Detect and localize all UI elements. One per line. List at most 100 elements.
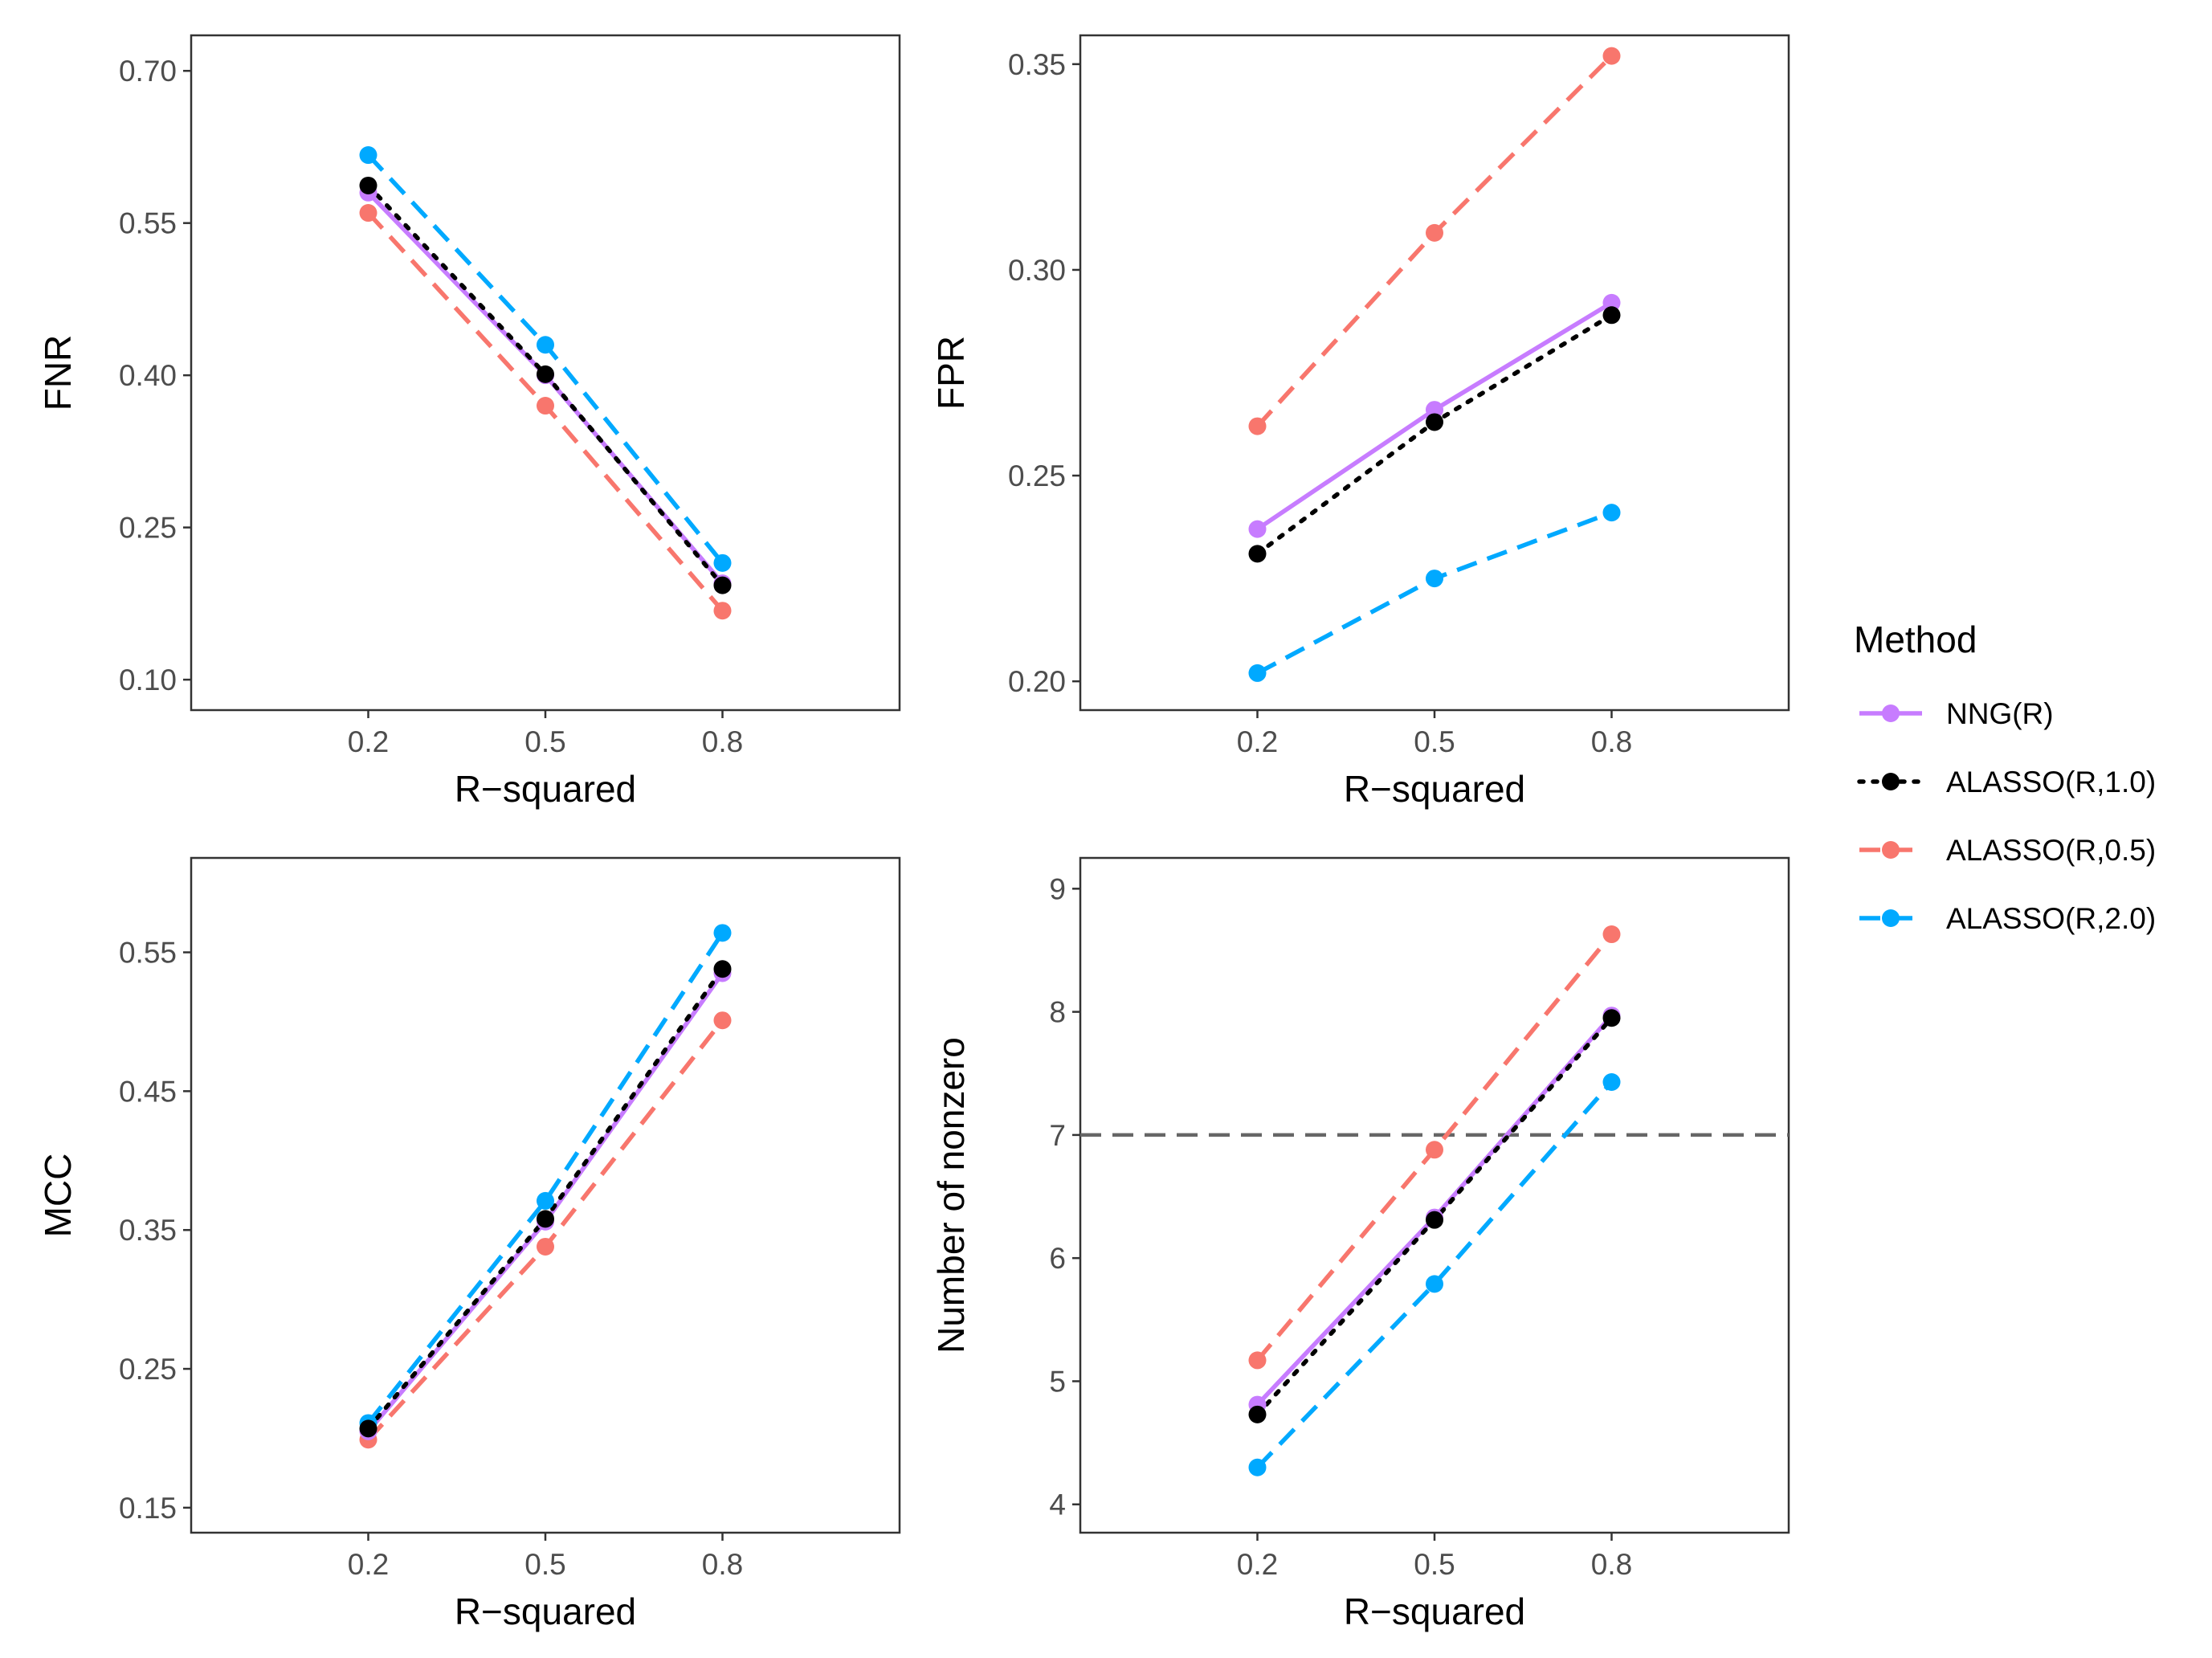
- data-point: [359, 204, 378, 223]
- y-tick-label: 0.25: [119, 512, 177, 545]
- data-point: [359, 146, 378, 165]
- legend-item: ALASSO(R,2.0): [1859, 902, 2156, 935]
- data-point: [537, 365, 554, 383]
- data-point: [1426, 413, 1443, 431]
- y-tick-label: 0.20: [1008, 665, 1066, 698]
- data-point: [713, 924, 732, 942]
- x-tick-label: 0.8: [1591, 1548, 1632, 1581]
- x-axis-title: R−squared: [1344, 768, 1525, 810]
- x-tick-label: 0.2: [1237, 725, 1278, 758]
- legend-key-point: [1882, 909, 1900, 927]
- x-tick-label: 0.5: [1414, 1548, 1455, 1581]
- y-axis-title: Number of nonzero: [930, 1037, 972, 1354]
- y-tick-label: 0.70: [119, 55, 177, 88]
- x-tick-label: 0.8: [702, 725, 743, 758]
- y-tick-label: 5: [1049, 1365, 1066, 1398]
- y-tick-label: 4: [1049, 1489, 1066, 1521]
- legend-item: ALASSO(R,1.0): [1857, 766, 2156, 798]
- data-point: [1248, 1351, 1267, 1370]
- y-tick-label: 0.30: [1008, 254, 1066, 287]
- y-tick-label: 0.35: [1008, 48, 1066, 81]
- y-tick-label: 0.25: [119, 1353, 177, 1386]
- data-point: [1602, 306, 1621, 325]
- data-point: [1602, 925, 1621, 944]
- data-point: [713, 960, 732, 978]
- y-tick-label: 0.45: [119, 1075, 177, 1108]
- panel-border: [1079, 856, 1790, 1534]
- x-tick-label: 0.2: [348, 1548, 389, 1581]
- data-point: [537, 1237, 554, 1256]
- data-point: [1248, 1405, 1267, 1423]
- legend-label: NNG(R): [1946, 697, 2054, 730]
- chart-panels: 0.100.250.400.550.700.2 0.5 0.8R−squaredFN…: [37, 34, 1790, 1632]
- y-tick-label: 0.35: [119, 1214, 177, 1247]
- legend-key-point: [1882, 773, 1900, 790]
- legend-title: Method: [1854, 619, 1977, 660]
- y-tick-label: 8: [1049, 996, 1066, 1029]
- panel-fnr: 0.10 0.25 0.40 0.55 0.70 0.2 0.5 0.8 R−squared FN…: [37, 34, 901, 810]
- y-tick-label: 0.15: [119, 1492, 177, 1525]
- data-point: [537, 1210, 554, 1228]
- legend-key-point: [1882, 704, 1900, 722]
- data-point: [1602, 47, 1621, 65]
- series-line: [1255, 312, 1614, 557]
- data-point: [1426, 1211, 1443, 1229]
- data-point: [1426, 1275, 1443, 1293]
- x-tick-label: 0.5: [524, 1548, 565, 1581]
- legend: Method NNG(R) ALASSO(R,1.0) ALASSO(R,0.5) A…: [1854, 619, 2156, 935]
- y-axis-title: FNR: [37, 335, 79, 411]
- x-tick-label: 0.2: [1237, 1548, 1278, 1581]
- y-tick-label: 0.55: [119, 207, 177, 240]
- legend-key-point: [1882, 841, 1900, 859]
- x-axis-title: R−squared: [1344, 1591, 1525, 1632]
- data-point: [537, 336, 554, 354]
- legend-label: ALASSO(R,1.0): [1946, 766, 2156, 798]
- data-point: [1426, 1141, 1443, 1159]
- x-tick-label: 0.2: [348, 725, 389, 758]
- legend-item: ALASSO(R,0.5): [1859, 834, 2156, 867]
- data-point: [1426, 401, 1443, 419]
- data-point: [359, 1419, 378, 1438]
- data-point: [713, 553, 732, 572]
- x-tick-label: 0.8: [702, 1548, 743, 1581]
- y-tick-label: 6: [1049, 1242, 1066, 1275]
- data-point: [1248, 1458, 1267, 1476]
- data-point: [713, 602, 732, 620]
- y-axis-title: MCC: [37, 1154, 79, 1238]
- legend-label: ALASSO(R,0.5): [1946, 834, 2156, 867]
- y-tick-label: 0.55: [119, 937, 177, 970]
- x-tick-label: 0.5: [524, 725, 565, 758]
- y-tick-label: 0.40: [119, 359, 177, 392]
- data-point: [1426, 223, 1443, 242]
- panel-border: [1079, 34, 1790, 712]
- data-point: [1602, 293, 1621, 312]
- data-point: [1602, 1009, 1621, 1027]
- data-point: [713, 576, 732, 594]
- data-point: [1248, 417, 1267, 435]
- series-line: [366, 153, 724, 565]
- legend-item: NNG(R): [1859, 697, 2054, 730]
- y-tick-label: 0.10: [119, 664, 177, 696]
- x-tick-label: 0.8: [1591, 725, 1632, 758]
- series-line: [366, 931, 724, 1425]
- panel-mcc: 0.15 0.25 0.35 0.45 0.55 0.2 0.5 0.8 R−squared MC…: [37, 856, 901, 1632]
- y-axis-title: FPR: [930, 336, 972, 410]
- data-point: [1602, 1072, 1621, 1091]
- data-point: [1248, 664, 1267, 682]
- x-axis-title: R−squared: [455, 768, 636, 810]
- panel-number-of-nonzero: 4 5 6 7 8 9 0.2 0.5 0.8 R−squared Number of nonzer…: [930, 856, 1790, 1632]
- legend-label: ALASSO(R,2.0): [1946, 902, 2156, 935]
- series-line: [1256, 510, 1613, 676]
- data-point: [537, 1191, 554, 1210]
- series-line: [1255, 1080, 1614, 1469]
- data-point: [1602, 504, 1621, 522]
- data-point: [1426, 570, 1443, 588]
- data-point: [537, 397, 554, 415]
- x-axis-title: R−squared: [455, 1591, 636, 1632]
- y-tick-label: 7: [1049, 1119, 1066, 1152]
- x-tick-label: 0.5: [1414, 725, 1455, 758]
- data-point: [713, 1011, 732, 1030]
- data-point: [1248, 520, 1267, 538]
- y-tick-label: 9: [1049, 872, 1066, 905]
